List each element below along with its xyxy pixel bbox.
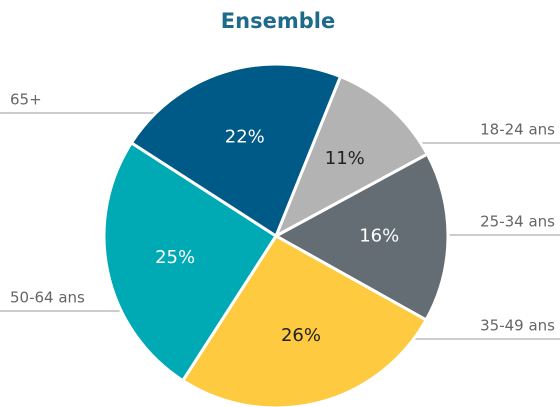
value-label: 26% bbox=[281, 325, 321, 346]
legend-label: 65+ bbox=[10, 91, 42, 109]
pie-slice bbox=[272, 152, 450, 322]
value-label: 22% bbox=[225, 127, 265, 148]
value-label: 11% bbox=[325, 148, 365, 169]
legend-label: 35-49 ans bbox=[480, 317, 555, 335]
legend-label: 18-24 ans bbox=[480, 121, 555, 139]
pie-slice bbox=[273, 74, 430, 240]
pie-slice bbox=[180, 234, 429, 407]
legend-label: 50-64 ans bbox=[10, 289, 85, 307]
value-label: 25% bbox=[155, 247, 195, 268]
pie-slice bbox=[102, 140, 279, 383]
value-label: 16% bbox=[359, 226, 399, 247]
legend-label: 25-34 ans bbox=[480, 213, 555, 231]
chart-title: Ensemble bbox=[221, 9, 335, 33]
pie-slice bbox=[129, 62, 343, 239]
